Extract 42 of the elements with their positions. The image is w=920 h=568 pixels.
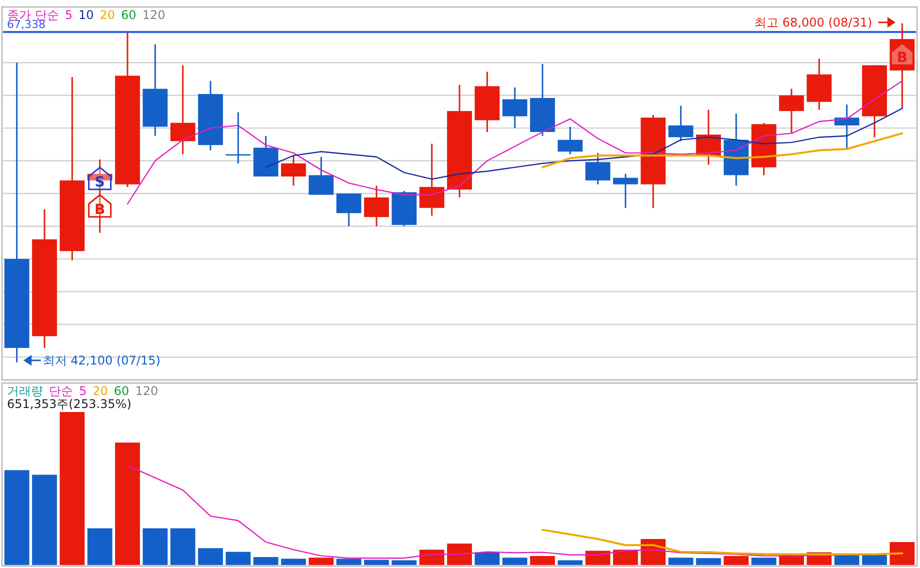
text: 단순 (49, 384, 73, 398)
bar (502, 558, 528, 565)
bar (308, 558, 334, 565)
ref-line-label: 67,338 (7, 18, 46, 32)
bar (862, 554, 887, 565)
annotation: 최저 42,100 (07/15) (42, 353, 160, 368)
bar (281, 558, 306, 565)
bar (253, 557, 278, 565)
text: 120 (135, 384, 158, 398)
text: 651,353주(253.35%) (7, 397, 132, 411)
bar (558, 560, 583, 565)
bar (530, 556, 555, 565)
bar (447, 544, 472, 565)
bar (142, 528, 168, 565)
bar (585, 550, 610, 565)
bar (834, 554, 860, 565)
bar (226, 552, 251, 565)
text: 5 (79, 384, 87, 398)
bar (419, 550, 444, 565)
text: 20 (92, 384, 108, 398)
bar (115, 442, 140, 565)
bar (392, 560, 417, 565)
text: 거래량 (7, 384, 43, 398)
bar (474, 552, 500, 565)
bar (32, 474, 57, 565)
candlestick (226, 112, 251, 164)
bar (696, 558, 721, 565)
bar (336, 558, 362, 565)
annotation: 최고 68,000 (08/31) (754, 15, 872, 30)
bar (668, 558, 694, 565)
bar (60, 412, 85, 565)
bar (4, 470, 30, 565)
text: 60 (114, 384, 130, 398)
bar (613, 550, 638, 565)
bar (170, 528, 196, 565)
bar (751, 558, 776, 565)
bar (890, 542, 915, 565)
text: B (896, 50, 908, 66)
bar (364, 560, 389, 565)
bar (198, 548, 223, 565)
bar (87, 528, 112, 565)
bar (724, 556, 749, 565)
